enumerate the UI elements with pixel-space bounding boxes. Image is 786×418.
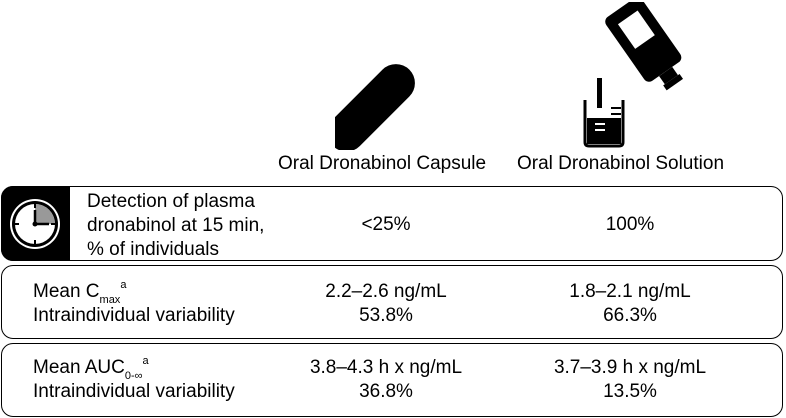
auc-variability-label: Intraindividual variability (33, 381, 235, 402)
cmax-capsule: 2.2–2.6 ng/mL 53.8% (286, 280, 486, 328)
detection-solution-value: 100% (605, 214, 655, 235)
detection-label-line: Detection of plasma (87, 191, 255, 212)
auc-capsule: 3.8–4.3 h x ng/mL 36.8% (286, 356, 486, 404)
auc-solution-value: 3.7–3.9 h x ng/mL (553, 357, 707, 378)
auc-metric-label: Mean AUC0-∞a (33, 355, 149, 382)
capsule-icon (335, 64, 415, 150)
cmax-solution-value: 1.8–2.1 ng/mL (569, 281, 691, 302)
row-auc: Mean AUC0-∞a Intraindividual variability… (1, 343, 783, 417)
auc-capsule-variability: 36.8% (359, 381, 413, 402)
auc-solution-variability: 13.5% (603, 381, 657, 402)
cmax-variability-label: Intraindividual variability (33, 305, 235, 326)
detection-label-line: % of individuals (87, 239, 220, 260)
clock-icon (10, 199, 60, 249)
clock-icon-panel (1, 186, 70, 261)
row-cmax: Mean Cmaxa Intraindividual variability 2… (1, 265, 783, 339)
cmax-solution: 1.8–2.1 ng/mL 66.3% (530, 280, 730, 328)
auc-capsule-value: 3.8–4.3 h x ng/mL (309, 357, 463, 378)
column-header-capsule: Oral Dronabinol Capsule (278, 153, 487, 174)
detection-label: Detection of plasma dronabinol at 15 min… (87, 190, 264, 262)
auc-solution: 3.7–3.9 h x ng/mL 13.5% (530, 356, 730, 404)
bottle-pouring-icon (583, 2, 684, 148)
cmax-metric-label: Mean Cmaxa (33, 279, 127, 306)
cmax-capsule-variability: 53.8% (359, 305, 413, 326)
detection-capsule-value: <25% (361, 214, 411, 235)
detection-label-line: dronabinol at 15 min, (87, 215, 265, 236)
cmax-label: Mean Cmaxa Intraindividual variability (33, 280, 235, 328)
auc-label: Mean AUC0-∞a Intraindividual variability (33, 356, 235, 404)
column-header-solution: Oral Dronabinol Solution (517, 153, 725, 174)
cmax-capsule-value: 2.2–2.6 ng/mL (325, 281, 447, 302)
cmax-solution-variability: 66.3% (603, 305, 657, 326)
row-detection: Detection of plasma dronabinol at 15 min… (1, 186, 783, 261)
